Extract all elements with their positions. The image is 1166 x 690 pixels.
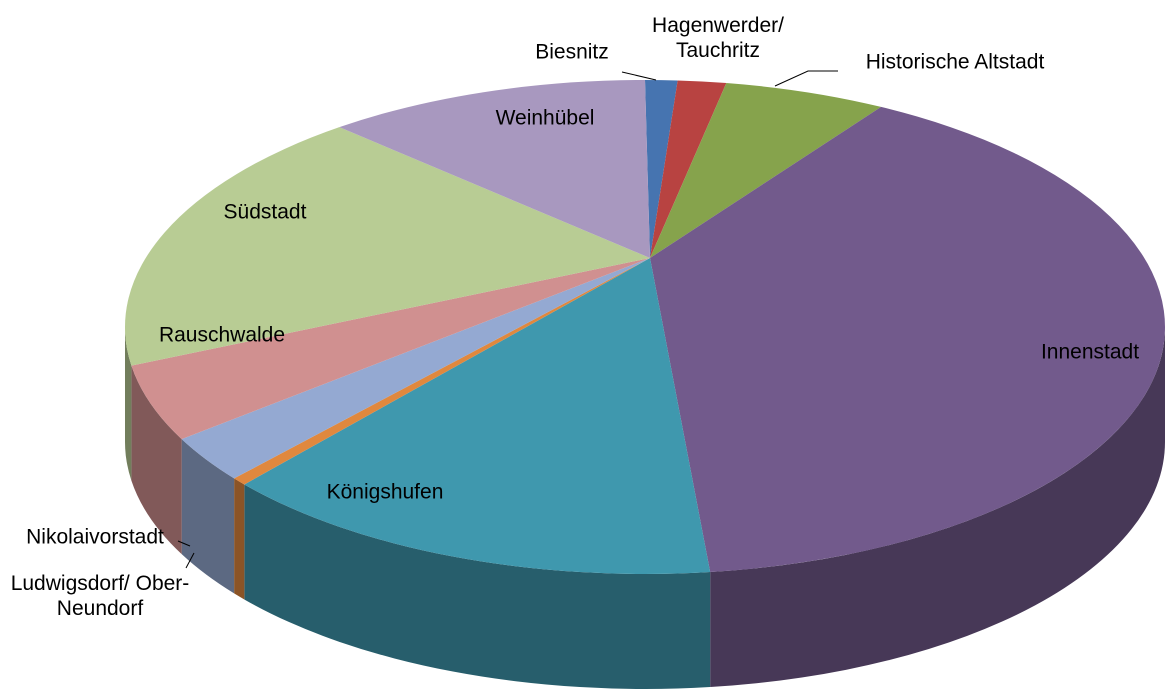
pie-slice-side bbox=[181, 439, 235, 594]
pie-slice-side bbox=[125, 327, 132, 481]
pie-slice-side bbox=[234, 478, 245, 600]
slice-label: Rauschwalde bbox=[158, 323, 286, 347]
slice-label: Südstadt bbox=[223, 200, 307, 224]
pie-slice-side bbox=[131, 365, 182, 555]
leader-line bbox=[177, 540, 191, 547]
leader-line bbox=[185, 552, 195, 569]
pie-slice bbox=[234, 258, 651, 485]
pie-slice bbox=[339, 80, 650, 258]
pie-slice bbox=[650, 83, 882, 258]
slice-label: Innenstadt bbox=[1040, 340, 1140, 364]
slice-label: Historische Altstadt bbox=[865, 50, 1045, 74]
leader-line bbox=[621, 71, 657, 81]
pie-slice bbox=[181, 258, 650, 479]
slice-label: Nikolaivorstadt bbox=[26, 525, 164, 549]
pie-slice bbox=[124, 127, 650, 366]
pie-slice bbox=[244, 258, 711, 574]
pie-slice bbox=[650, 80, 727, 258]
leader-line bbox=[774, 70, 838, 87]
pie-slice bbox=[645, 80, 678, 258]
pie-slice bbox=[650, 106, 1165, 573]
slice-label: Weinhübel bbox=[495, 106, 595, 130]
pie-slice bbox=[131, 258, 650, 440]
slice-label: Königshufen bbox=[326, 480, 444, 504]
pie-slice-side bbox=[244, 484, 711, 689]
slice-label: Hagenwerder/ Tauchritz bbox=[652, 14, 784, 62]
slice-label: Biesnitz bbox=[535, 40, 609, 64]
slice-label: Ludwigsdorf/ Ober-Neundorf bbox=[10, 572, 190, 620]
pie-slice-side bbox=[710, 327, 1165, 688]
